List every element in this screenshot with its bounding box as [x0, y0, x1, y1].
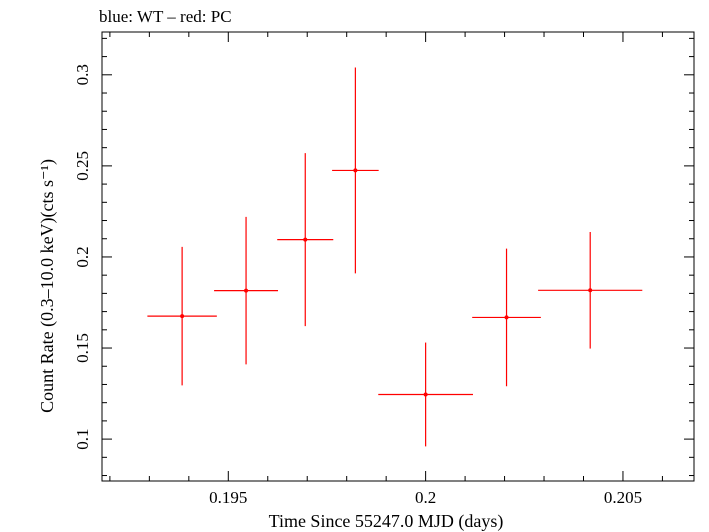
data-marker [303, 237, 308, 242]
plot-border [101, 31, 695, 482]
data-point [378, 342, 473, 447]
data-point [277, 153, 334, 327]
x-tick-label: 0.195 [209, 488, 247, 507]
y-tick-label: 0.25 [73, 151, 92, 181]
data-marker [588, 288, 593, 293]
y-tick-label: 0.2 [73, 246, 92, 267]
x-tick-label: 0.2 [415, 488, 436, 507]
x-axis-label: Time Since 55247.0 MJD (days) [269, 511, 504, 532]
data-point [538, 232, 643, 349]
data-point [214, 216, 279, 365]
plot-frame [101, 31, 695, 482]
x-tick-label: 0.205 [604, 488, 642, 507]
data-layer [147, 67, 643, 447]
data-marker [180, 314, 185, 319]
data-point [332, 67, 379, 274]
data-marker [244, 288, 249, 293]
data-point [472, 248, 541, 387]
y-tick-label: 0.3 [73, 64, 92, 85]
data-marker [504, 315, 509, 320]
chart-title: blue: WT – red: PC [99, 7, 232, 26]
y-axis-label: Count Rate (0.3–10.0 keV)(cts s⁻¹) [37, 159, 58, 413]
data-point [147, 246, 217, 386]
y-tick-label: 0.15 [73, 333, 92, 363]
data-marker [353, 168, 358, 173]
axis-ticks [102, 32, 694, 481]
data-marker [423, 392, 428, 397]
axis-tick-labels: 0.195 0.2 0.205 0.1 0.15 0.2 0.25 0.3 [73, 64, 642, 507]
y-tick-label: 0.1 [73, 428, 92, 449]
